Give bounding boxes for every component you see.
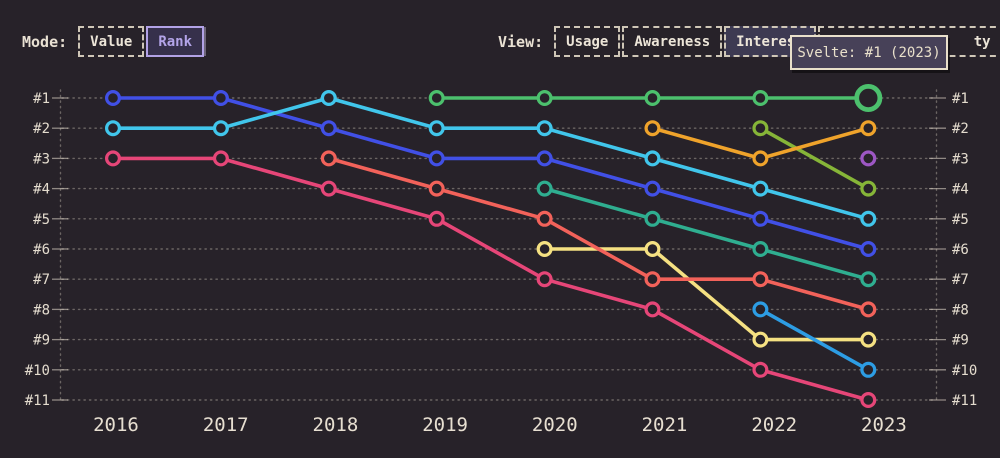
rank-label-left: #10 (25, 363, 50, 379)
view-awareness-button[interactable]: Awareness (622, 26, 723, 57)
series-line (326, 156, 871, 312)
tooltip-text: Svelte: #1 (2023) (797, 44, 941, 61)
data-point[interactable] (320, 150, 337, 167)
data-point[interactable] (644, 89, 661, 106)
data-point[interactable] (428, 210, 445, 227)
data-point-highlighted[interactable] (854, 84, 883, 113)
rank-label-left: #2 (33, 121, 50, 137)
data-point[interactable] (752, 150, 769, 167)
data-point[interactable] (860, 301, 877, 318)
data-point[interactable] (860, 271, 877, 288)
rank-label-left: #1 (33, 91, 50, 107)
tooltip: Svelte: #1 (2023) (790, 35, 948, 70)
data-point[interactable] (428, 120, 445, 137)
year-label: 2017 (203, 414, 249, 436)
data-point[interactable] (752, 331, 769, 348)
data-point[interactable] (536, 271, 553, 288)
rank-label-right: #8 (952, 302, 969, 318)
rank-label-right: #5 (952, 212, 969, 228)
data-point[interactable] (752, 241, 769, 258)
rank-label-right: #11 (952, 393, 977, 409)
year-label: 2018 (313, 414, 359, 436)
mode-label: Mode: (22, 32, 68, 51)
data-point[interactable] (536, 241, 553, 258)
rank-label-right: #3 (952, 151, 969, 167)
series-line (111, 96, 871, 251)
series-line (111, 96, 871, 221)
data-point[interactable] (428, 89, 445, 106)
data-point[interactable] (752, 120, 769, 137)
data-point[interactable] (752, 89, 769, 106)
rank-label-left: #5 (33, 212, 50, 228)
year-label: 2023 (861, 414, 907, 436)
year-label: 2020 (532, 414, 578, 436)
view-label: View: (498, 32, 544, 51)
mode-rank-button[interactable]: Rank (146, 26, 205, 57)
data-point[interactable] (428, 180, 445, 197)
data-point[interactable] (752, 271, 769, 288)
data-point[interactable] (320, 89, 337, 106)
data-point[interactable] (104, 89, 121, 106)
year-label: 2019 (422, 414, 468, 436)
data-point[interactable] (536, 210, 553, 227)
data-point[interactable] (644, 210, 661, 227)
data-point[interactable] (644, 271, 661, 288)
data-point[interactable] (320, 180, 337, 197)
rank-label-right: #6 (952, 242, 969, 258)
mode-value-button[interactable]: Value (78, 26, 145, 57)
rank-label-right: #10 (952, 363, 977, 379)
rank-label-right: #4 (952, 182, 969, 198)
data-point[interactable] (536, 180, 553, 197)
data-point[interactable] (428, 150, 445, 167)
data-point[interactable] (860, 361, 877, 378)
data-point[interactable] (320, 120, 337, 137)
series-line (542, 186, 871, 282)
data-point[interactable] (644, 120, 661, 137)
data-point[interactable] (860, 392, 877, 409)
rank-label-right: #9 (952, 333, 969, 349)
data-point[interactable] (212, 150, 229, 167)
series-line (111, 156, 871, 402)
rank-label-left: #9 (33, 333, 50, 349)
data-point[interactable] (104, 150, 121, 167)
year-label: 2021 (642, 414, 688, 436)
data-point[interactable] (644, 180, 661, 197)
series-line (758, 307, 871, 372)
data-point[interactable] (212, 120, 229, 137)
year-label: 2016 (93, 414, 139, 436)
view-usage-button[interactable]: Usage (554, 26, 621, 57)
data-point[interactable] (752, 301, 769, 318)
mode-toggle-group: Mode: Value Rank (22, 26, 205, 57)
data-point[interactable] (860, 150, 877, 167)
data-point[interactable] (860, 120, 877, 137)
data-point[interactable] (644, 241, 661, 258)
data-point[interactable] (536, 150, 553, 167)
data-point[interactable] (860, 180, 877, 197)
data-point[interactable] (536, 120, 553, 137)
rank-label-left: #7 (33, 272, 50, 288)
data-point[interactable] (104, 120, 121, 137)
rank-label-left: #6 (33, 242, 50, 258)
rank-label-right: #1 (952, 91, 969, 107)
data-point[interactable] (860, 331, 877, 348)
data-point[interactable] (752, 361, 769, 378)
rank-label-right: #7 (952, 272, 969, 288)
rank-label-left: #3 (33, 151, 50, 167)
series-line (758, 126, 871, 191)
data-point[interactable] (860, 241, 877, 258)
data-point[interactable] (752, 210, 769, 227)
data-point[interactable] (752, 180, 769, 197)
rank-label-left: #11 (25, 393, 50, 409)
rank-label-left: #8 (33, 302, 50, 318)
rank-label-right: #2 (952, 121, 969, 137)
data-point[interactable] (536, 89, 553, 106)
data-point[interactable] (644, 150, 661, 167)
rank-label-left: #4 (33, 182, 50, 198)
data-point[interactable] (644, 301, 661, 318)
year-label: 2022 (751, 414, 797, 436)
data-point[interactable] (860, 210, 877, 227)
data-point[interactable] (212, 89, 229, 106)
